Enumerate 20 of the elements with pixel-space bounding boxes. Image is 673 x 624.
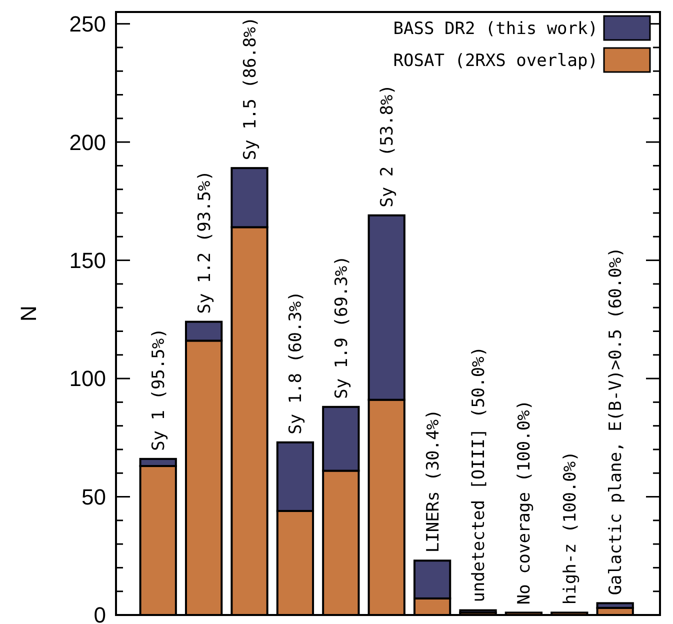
x-tick-label: high-z (100.0%) (560, 451, 580, 605)
x-tick-label: Sy 1.5 (86.8%) (240, 16, 261, 160)
x-tick-label: Galactic plane, E(B-V)>0.5 (60.0%) (606, 247, 626, 596)
y-axis-title: N (16, 306, 41, 322)
x-tick-label: Sy 1 (95.5%) (149, 328, 170, 451)
y-tick-label: 250 (69, 12, 106, 37)
x-tick-label: Sy 1.2 (93.5%) (194, 170, 215, 314)
y-tick-label: 50 (82, 484, 106, 510)
legend-label: ROSAT (2RXS overlap) (393, 50, 598, 71)
x-tick-label: undetected [OIII] (50.0%) (468, 346, 489, 602)
x-tick-label: LINERs (30.4%) (423, 409, 444, 553)
x-tick-label: Sy 1.8 (60.3%) (286, 291, 306, 434)
y-tick-label: 0 (94, 602, 106, 624)
y-tick-label: 100 (69, 366, 106, 392)
y-tick-label: 200 (69, 130, 106, 155)
legend-label: BASS DR2 (this work) (393, 18, 598, 39)
x-tick-label: Sy 1.9 (69.3%) (332, 256, 352, 399)
x-tick-label: Sy 2 (53.8%) (378, 84, 398, 208)
x-tick-label: No coverage (100.0%) (514, 400, 535, 605)
y-tick-label: 150 (69, 248, 106, 273)
